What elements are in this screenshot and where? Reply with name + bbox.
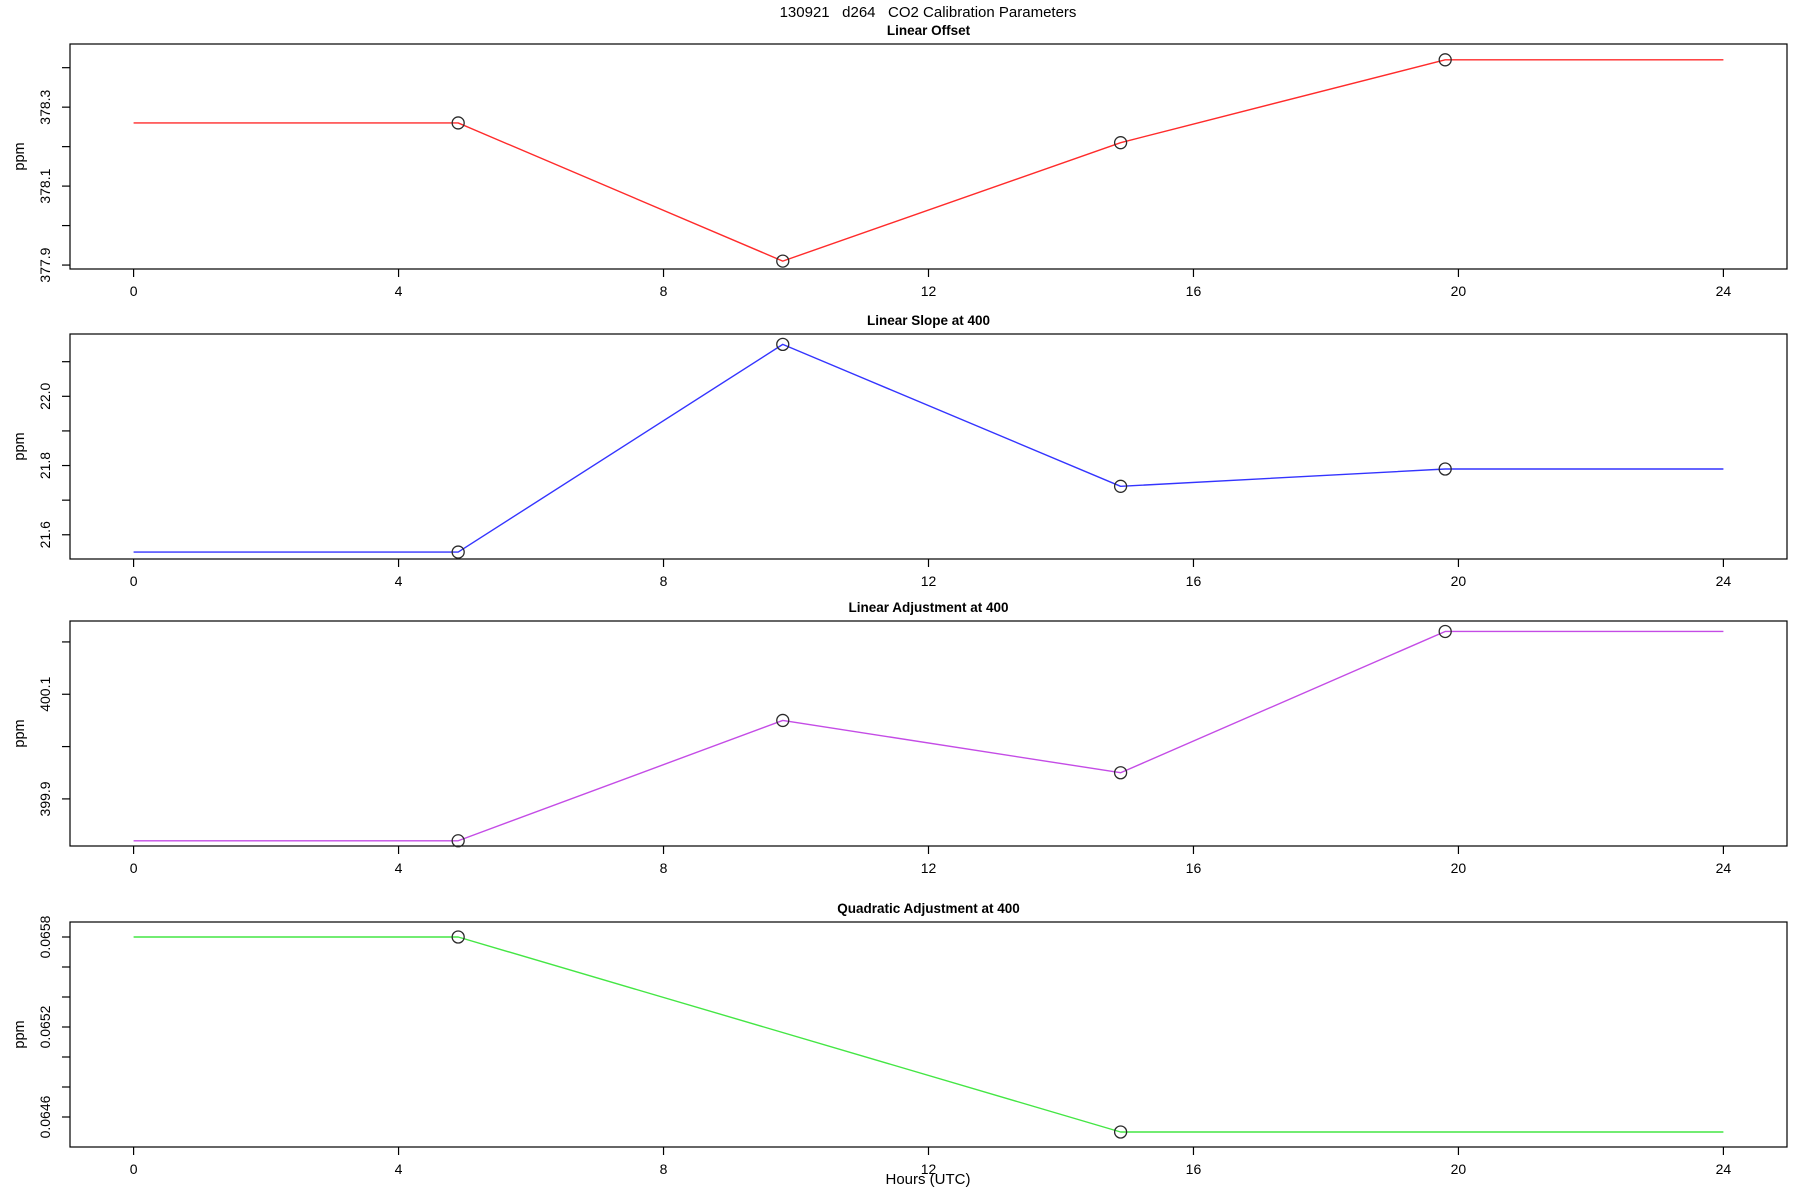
y-tick-label: 22.0 [37, 382, 53, 409]
x-tick-label: 12 [921, 860, 937, 876]
x-tick-label: 4 [395, 283, 403, 299]
panel-title: Quadratic Adjustment at 400 [837, 901, 1020, 916]
y-tick-label: 21.8 [37, 452, 53, 479]
x-tick-label: 16 [1186, 283, 1202, 299]
data-point-marker [1113, 479, 1128, 493]
x-tick-label: 20 [1451, 1161, 1467, 1177]
x-tick-label: 24 [1716, 1161, 1732, 1177]
data-point-marker [776, 713, 790, 728]
y-axis-label: ppm [12, 142, 28, 170]
plot-box [69, 333, 1788, 560]
x-tick-label: 4 [395, 860, 403, 876]
plot-box [69, 620, 1788, 847]
x-tick-label: 0 [130, 1161, 138, 1177]
x-tick-label: 16 [1186, 860, 1202, 876]
data-point-marker [1438, 624, 1452, 639]
y-axis-label: ppm [12, 432, 28, 460]
data-point-marker [451, 834, 465, 848]
x-tick-label: 8 [660, 860, 668, 876]
y-axis-label: ppm [12, 719, 28, 747]
data-point-marker [1113, 136, 1128, 150]
data-line [133, 630, 1724, 842]
x-tick-label: 12 [921, 283, 937, 299]
x-tick-label: 12 [921, 1161, 937, 1177]
panel-title: Linear Slope at 400 [867, 313, 990, 328]
x-tick-label: 16 [1186, 1161, 1202, 1177]
y-tick-label: 21.6 [37, 521, 53, 548]
data-point-marker [451, 116, 465, 130]
plot-box [69, 43, 1788, 270]
x-tick-label: 24 [1716, 573, 1732, 589]
data-point-marker [451, 930, 465, 944]
x-tick-label: 12 [921, 573, 937, 589]
x-tick-label: 24 [1716, 283, 1732, 299]
y-tick-label: 378.3 [37, 89, 53, 124]
panel-title: Linear Adjustment at 400 [848, 600, 1008, 615]
data-point-marker [1438, 462, 1452, 476]
figure-title: 130921 d264 CO2 Calibration Parameters [779, 4, 1077, 21]
y-tick-label: 377.9 [37, 247, 53, 282]
y-tick-label: 400.1 [37, 677, 53, 712]
y-tick-label: 0.0646 [37, 1095, 53, 1138]
data-point-marker [1438, 53, 1452, 67]
panel-title: Linear Offset [887, 23, 971, 38]
x-tick-label: 20 [1451, 860, 1467, 876]
x-tick-label: 24 [1716, 860, 1732, 876]
data-line [133, 59, 1724, 262]
x-tick-label: 16 [1186, 573, 1202, 589]
x-tick-label: 4 [395, 573, 403, 589]
x-tick-label: 0 [130, 573, 138, 589]
y-tick-label: 0.0658 [37, 915, 53, 958]
y-axis-label: ppm [12, 1020, 28, 1048]
data-point-marker [1113, 766, 1128, 780]
y-tick-label: 378.1 [37, 168, 53, 203]
x-tick-label: 20 [1451, 573, 1467, 589]
x-tick-label: 8 [660, 573, 668, 589]
x-tick-label: 20 [1451, 283, 1467, 299]
x-tick-label: 0 [130, 860, 138, 876]
data-line [133, 343, 1724, 553]
x-tick-label: 0 [130, 283, 138, 299]
x-tick-label: 8 [660, 1161, 668, 1177]
y-tick-label: 0.0652 [37, 1005, 53, 1048]
y-tick-label: 399.9 [37, 781, 53, 816]
data-point-marker [451, 545, 465, 559]
x-axis-title: Hours (UTC) [885, 1171, 971, 1188]
data-point-marker [776, 337, 790, 352]
x-tick-label: 4 [395, 1161, 403, 1177]
x-tick-label: 8 [660, 283, 668, 299]
data-point-marker [1113, 1125, 1128, 1139]
data-line [133, 936, 1724, 1133]
plot-box [69, 921, 1788, 1148]
data-point-marker [776, 254, 790, 268]
